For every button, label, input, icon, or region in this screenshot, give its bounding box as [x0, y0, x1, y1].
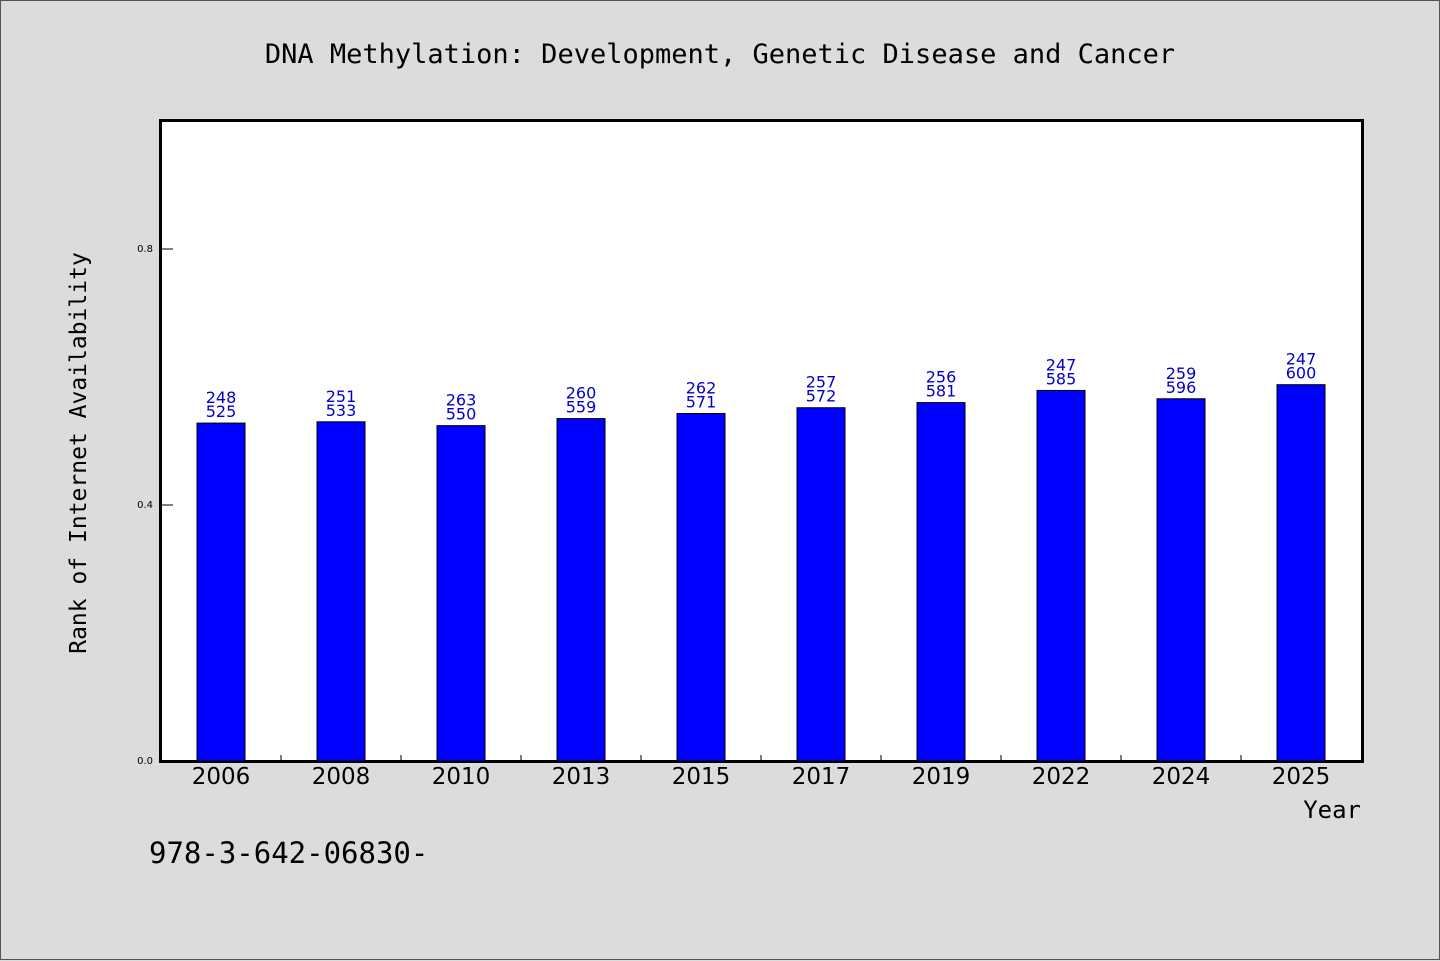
x-tick-label-2008: 2008: [312, 764, 371, 790]
bar-label-top-2008: 251: [326, 387, 357, 406]
bar-label-bottom-2019: 581: [926, 382, 957, 401]
x-axis: 2006 2008 2010 2013 2015 2017 2019 2022 2024 2025: [192, 755, 1331, 790]
bar-2022: [1036, 389, 1086, 762]
y-tick-label: 0.0: [137, 756, 153, 767]
bar-label-top-2010: 263: [446, 391, 477, 410]
bar-label-top-2019: 256: [926, 368, 957, 387]
y-tick-label: 0.4: [137, 500, 153, 511]
bar-2019: [916, 402, 966, 762]
bar-label-top-2015: 262: [686, 378, 717, 397]
footnote: 978-3-642-06830-: [149, 836, 428, 870]
x-tick-label-2010: 2010: [432, 764, 491, 790]
bar-2006: [196, 422, 246, 762]
y-tick-label: 0.8: [137, 244, 153, 255]
bar-2008: [316, 421, 366, 762]
x-tick-label-2019: 2019: [912, 764, 971, 790]
bar-label-bottom-2010: 550: [446, 405, 477, 424]
chart-title: DNA Methylation: Development, Genetic Di…: [265, 39, 1175, 70]
bar-2010: [436, 425, 486, 762]
bar-label-bottom-2022: 585: [1046, 369, 1077, 388]
bar-label-bottom-2013: 559: [566, 398, 597, 417]
bar-label-bottom-2006: 525: [206, 402, 237, 421]
bar-label-top-2025: 247: [1286, 350, 1317, 369]
y-axis: 0.0 0.4 0.8: [137, 244, 173, 767]
bar-label-bottom-2015: 571: [686, 392, 717, 411]
bar-label-top-2017: 257: [806, 373, 837, 392]
x-tick-label-2006: 2006: [192, 764, 251, 790]
x-axis-label: Year: [1303, 796, 1361, 824]
x-tick-label-2013: 2013: [552, 764, 611, 790]
bar-label-top-2013: 260: [566, 384, 597, 403]
bar-label-bottom-2008: 533: [326, 401, 357, 420]
bar-2024: [1156, 398, 1206, 762]
x-tick-label-2022: 2022: [1032, 764, 1091, 790]
y-axis-label: Rank of Internet Availability: [66, 252, 92, 654]
bars-group: 2485252515332635502605592625712575722565…: [196, 350, 1326, 762]
x-tick-label-2024: 2024: [1152, 764, 1211, 790]
bar-label-bottom-2025: 600: [1286, 364, 1317, 383]
bar-label-top-2024: 259: [1166, 364, 1197, 383]
bar-label-bottom-2024: 596: [1166, 378, 1197, 397]
bar-2017: [796, 407, 846, 762]
bar-2015: [676, 412, 726, 762]
x-tick-label-2025: 2025: [1272, 764, 1331, 790]
x-tick-label-2015: 2015: [672, 764, 731, 790]
x-tick-label-2017: 2017: [792, 764, 851, 790]
bar-label-top-2006: 248: [206, 388, 237, 407]
bar-2025: [1276, 384, 1326, 762]
bar-2013: [556, 418, 606, 762]
bar-label-bottom-2017: 572: [806, 387, 837, 406]
bar-label-top-2022: 247: [1046, 355, 1077, 374]
